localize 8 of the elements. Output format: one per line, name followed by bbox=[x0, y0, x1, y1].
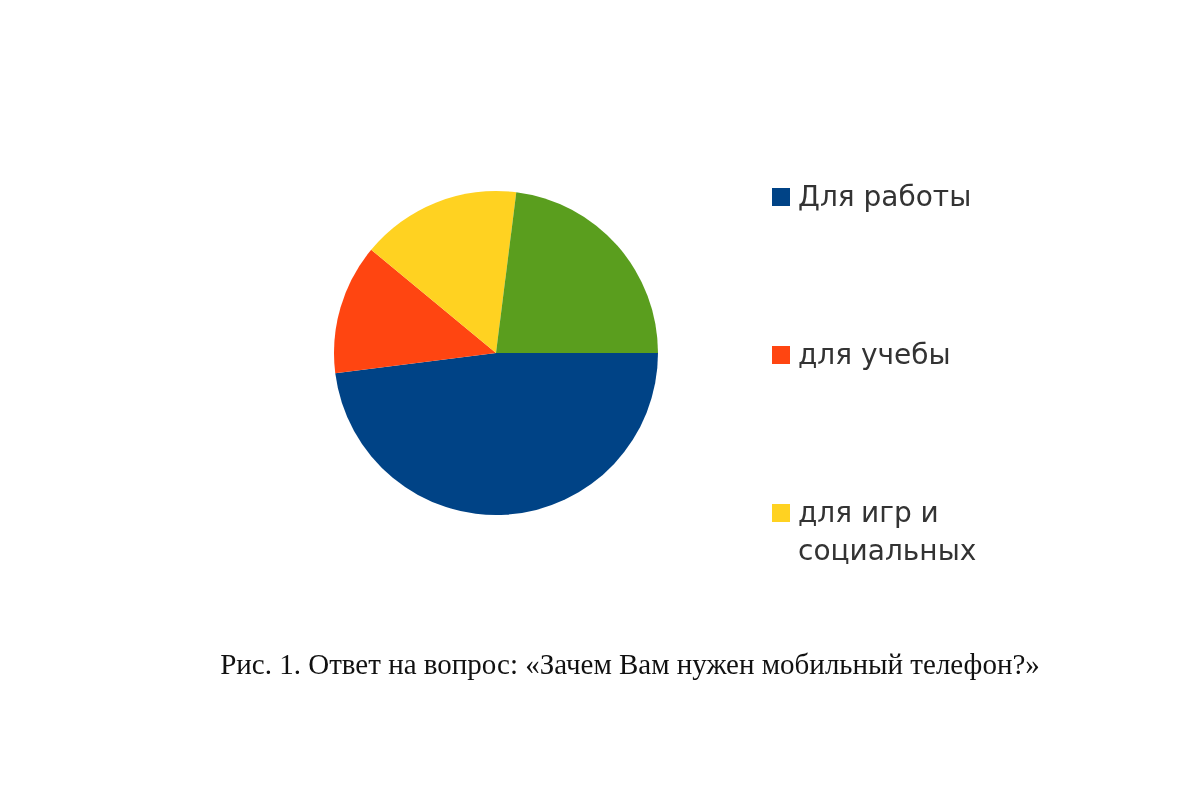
pie-slice bbox=[371, 191, 517, 353]
pie-slice bbox=[335, 353, 658, 515]
legend-label: Для работы bbox=[798, 179, 972, 215]
pie-slice bbox=[334, 249, 496, 374]
text: Рис. 1. Ответ на вопрос: «Зачем Вам нужен мобильный телефон?» bbox=[219, 648, 1041, 681]
legend-label: для учебы bbox=[798, 337, 951, 373]
pie-slice bbox=[496, 192, 658, 353]
legend-label: для игр и социальных bbox=[798, 495, 978, 569]
